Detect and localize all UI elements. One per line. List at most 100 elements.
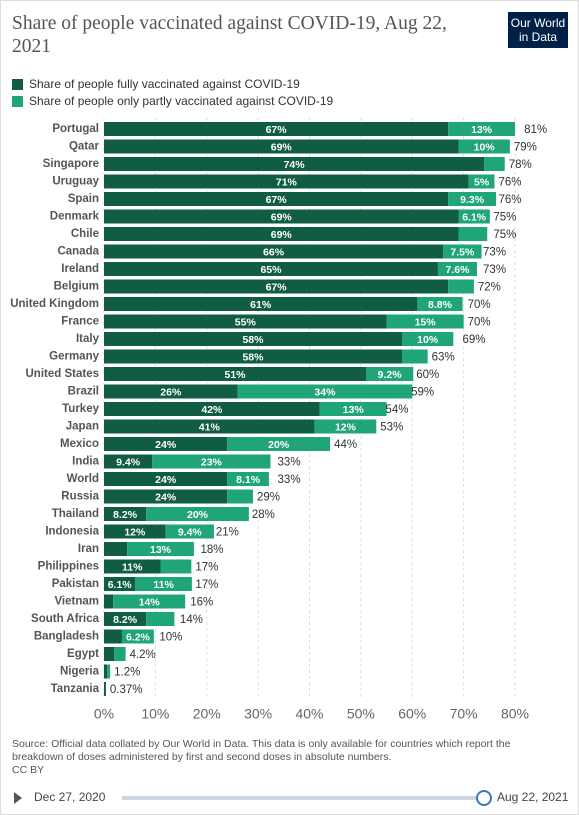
value-label: 8.2%	[113, 614, 138, 626]
total-label: 4.2%	[130, 649, 156, 661]
value-label: 65%	[260, 264, 282, 276]
value-label: 14%	[139, 596, 161, 608]
bar-segment	[113, 594, 186, 609]
bar-segment	[104, 664, 108, 679]
value-label: 42%	[201, 404, 223, 416]
y-tick-label: Qatar	[69, 141, 100, 153]
bar-segment	[366, 367, 414, 381]
bar-segment	[104, 402, 320, 416]
y-tick-label: Egypt	[67, 648, 99, 660]
y-tick-label: Philippines	[38, 561, 99, 573]
total-label: 17%	[195, 562, 218, 574]
play-button[interactable]	[14, 792, 22, 804]
total-label: 73%	[483, 247, 506, 259]
bar-segment	[104, 524, 166, 539]
chart-title: Share of people vaccinated against COVID…	[12, 13, 447, 57]
y-tick-label: Pakistan	[52, 578, 99, 590]
bar-segment	[104, 174, 469, 189]
bar-segment	[104, 647, 115, 661]
x-tick-label: 40%	[295, 706, 323, 722]
total-label: 59%	[411, 387, 434, 399]
total-label: 76%	[498, 194, 521, 206]
y-tick-label: Spain	[68, 193, 99, 205]
x-tick-label: 20%	[193, 706, 221, 722]
value-label: 69%	[271, 141, 293, 153]
bar-segment	[227, 472, 269, 486]
value-label: 9.4%	[116, 456, 141, 468]
bar-segment	[104, 542, 128, 556]
x-tick-label: 30%	[244, 706, 272, 722]
bar-segment	[104, 559, 161, 574]
bar-segment	[104, 367, 367, 381]
bar-segment	[314, 419, 377, 434]
bar-segment	[448, 192, 496, 206]
y-tick-label: France	[61, 316, 99, 328]
total-label: 75%	[493, 212, 516, 224]
value-label: 6.1%	[462, 211, 487, 223]
x-tick-label: 60%	[398, 706, 426, 722]
y-tick-label: Thailand	[52, 508, 99, 520]
x-tick-label: 10%	[141, 706, 169, 722]
bar-segment	[146, 612, 175, 626]
y-tick-label: Japan	[66, 421, 99, 433]
total-label: 81%	[524, 124, 547, 136]
y-tick-label: Denmark	[50, 211, 100, 223]
logo[interactable]: Our World in Data	[508, 12, 568, 48]
bar-segment	[107, 664, 111, 679]
value-label: 20%	[187, 509, 209, 521]
y-tick-label: World	[67, 473, 99, 485]
value-label: 7.6%	[445, 264, 470, 276]
value-label: 67%	[266, 281, 288, 293]
total-label: 33%	[278, 457, 301, 469]
value-label: 51%	[224, 369, 246, 381]
value-label: 24%	[155, 491, 177, 503]
total-label: 79%	[514, 142, 537, 154]
source-note: Source: Official data collated by Our Wo…	[12, 738, 511, 763]
total-label: 17%	[195, 579, 218, 591]
y-tick-label: Tanzania	[51, 683, 100, 695]
bar-segment	[104, 454, 153, 469]
value-label: 6.2%	[126, 631, 151, 643]
value-label: 11%	[122, 561, 143, 573]
total-label: 78%	[509, 159, 532, 171]
bar-segment	[104, 577, 136, 591]
total-label: 54%	[385, 404, 408, 416]
bar-segment	[104, 682, 106, 696]
total-label: 70%	[468, 317, 491, 329]
value-label: 71%	[276, 176, 298, 188]
value-label: 24%	[155, 439, 177, 451]
y-tick-label: Canada	[57, 246, 99, 258]
bar-segment	[458, 227, 488, 241]
bar-segment	[160, 559, 192, 574]
total-label: 76%	[498, 177, 521, 189]
y-tick-label: Russia	[61, 491, 99, 503]
bar-segment	[146, 507, 249, 521]
bar-segment	[104, 489, 228, 504]
value-label: 10%	[417, 334, 439, 346]
value-label: 58%	[242, 334, 264, 346]
bar-segment	[104, 314, 387, 329]
total-label: 18%	[200, 544, 223, 556]
y-tick-label: Singapore	[43, 158, 99, 170]
bar-segment	[227, 489, 253, 504]
value-label: 8.8%	[428, 299, 453, 311]
bar-segment	[401, 349, 428, 364]
value-label: 67%	[266, 124, 288, 136]
total-label: 21%	[216, 527, 239, 539]
y-tick-label: Brazil	[68, 386, 99, 398]
bar-segment	[104, 437, 228, 451]
y-tick-label: Uruguay	[52, 176, 99, 188]
total-label: 72%	[478, 282, 501, 294]
x-tick-label: 70%	[450, 706, 478, 722]
value-label: 26%	[160, 386, 182, 398]
y-tick-label: United States	[26, 368, 100, 380]
bar-segment	[121, 629, 154, 644]
bar-segment	[104, 419, 315, 434]
timeline-handle[interactable]	[476, 790, 492, 806]
total-label: 28%	[252, 509, 275, 521]
bar-segment	[104, 279, 449, 294]
value-label: 9.3%	[460, 194, 485, 206]
license: CC BY	[12, 764, 45, 776]
total-label: 70%	[468, 299, 491, 311]
plot: 0% 10% 20% 30% 40% 50% 60% 70% 80% Portugal 67% 13%…	[10, 118, 547, 722]
